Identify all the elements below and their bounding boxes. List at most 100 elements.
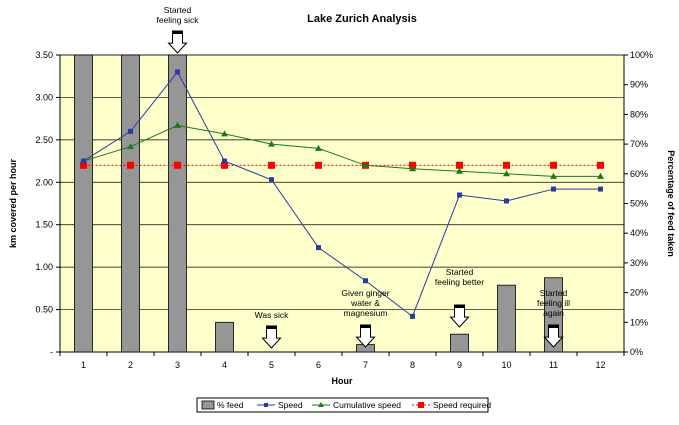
y-axis-label: km covered per hour (8, 158, 18, 248)
annotation-arrow-icon-cap (454, 305, 465, 308)
annotation-text: again (543, 308, 564, 318)
annotation-arrow-icon (167, 30, 188, 54)
y-tick-label: 2.00 (35, 177, 53, 187)
y-tick-label: 1.00 (35, 262, 53, 272)
x-tick-label: 4 (222, 360, 227, 370)
annotation-arrow-icon-shape (167, 30, 188, 54)
x-tick-label: 9 (457, 360, 462, 370)
x-tick-label: 12 (595, 360, 605, 370)
x-tick-label: 1 (81, 360, 86, 370)
legend-label: % feed (217, 400, 244, 410)
point-speed-required (268, 161, 275, 169)
point-speed-required (174, 161, 181, 169)
bar-feed (215, 321, 234, 353)
point-cumulative-speed (268, 140, 275, 147)
x-tick-label: 11 (549, 360, 558, 370)
annotation-arrow-icon-cap (172, 31, 183, 34)
bar-feed (168, 54, 187, 353)
point-speed-required (456, 161, 463, 169)
point-speed-required (550, 161, 557, 169)
point-speed (222, 158, 227, 164)
point-cumulative-speed (127, 143, 134, 150)
annotation-text: water & (350, 298, 380, 308)
y-tick-label: 1.50 (35, 220, 53, 230)
annotation-text: feeling sick (156, 15, 199, 25)
series-line-cumulative-speed (83, 124, 601, 177)
point-speed-required (597, 161, 604, 169)
point-cumulative-speed (597, 172, 604, 179)
plot-area (59, 54, 625, 353)
chart-title: Lake Zurich Analysis (307, 13, 417, 25)
point-speed-required (221, 161, 228, 169)
bar-feed (450, 333, 469, 353)
bar-feed (74, 54, 93, 353)
point-speed-required (503, 161, 510, 169)
annotation-text: Was sick (255, 310, 289, 320)
point-speed (81, 158, 86, 164)
y-tick-label: 3.50 (35, 50, 53, 60)
x-axis-label: Hour (332, 376, 353, 386)
y2-tick-label: 60% (630, 169, 648, 179)
x-tick-label: 2 (128, 360, 133, 370)
point-speed (175, 69, 180, 75)
point-cumulative-speed (550, 172, 557, 179)
point-speed (598, 186, 603, 192)
legend-label: Cumulative speed (333, 400, 401, 410)
x-tick-label: 10 (501, 360, 511, 370)
annotation-arrow-icon (261, 325, 282, 349)
point-cumulative-speed (174, 121, 181, 128)
annotation-text: feeling better (435, 277, 484, 287)
legend-marker (418, 402, 424, 408)
bar-feed (121, 54, 140, 353)
point-cumulative-speed (456, 167, 463, 174)
legend-label: Speed (278, 400, 303, 410)
y-tick-label: 0.50 (35, 305, 53, 315)
x-tick-label: 3 (175, 360, 180, 370)
y-tick-label: 2.50 (35, 135, 53, 145)
annotation-arrow-icon-cap (266, 326, 277, 329)
point-speed (457, 192, 462, 198)
legend-label: Speed required (433, 400, 491, 410)
x-tick-label: 6 (316, 360, 321, 370)
y2-tick-label: 100% (630, 50, 653, 60)
point-speed (269, 177, 274, 183)
annotation-text: Started (540, 288, 568, 298)
point-cumulative-speed (409, 165, 416, 172)
annotation-text: Started (446, 267, 474, 277)
y2-tick-label: 0% (630, 347, 643, 357)
point-speed (363, 278, 368, 284)
y2-tick-label: 50% (630, 199, 648, 209)
y2-tick-label: 30% (630, 258, 648, 268)
x-tick-label: 7 (363, 360, 368, 370)
point-cumulative-speed (221, 130, 228, 137)
annotation-arrow-icon (449, 304, 470, 328)
x-tick-label: 5 (269, 360, 274, 370)
annotation-text: feeling ill (537, 298, 570, 308)
y2-tick-label: 10% (630, 317, 648, 327)
point-speed-required (80, 161, 87, 169)
annotation-arrow-icon-cap (360, 325, 371, 328)
point-speed-required (315, 161, 322, 169)
legend-marker (318, 402, 324, 407)
y2-tick-label: 90% (630, 80, 648, 90)
legend-swatch-feed (201, 400, 215, 410)
point-speed-required (127, 161, 134, 169)
annotation-text: magnesium (344, 308, 388, 318)
point-cumulative-speed (315, 144, 322, 151)
annotation-arrow-icon (543, 324, 564, 348)
annotation-text: Given ginger (341, 288, 389, 298)
point-cumulative-speed (362, 161, 369, 168)
y-tick-label: - (50, 347, 53, 357)
annotation-arrow-icon-cap (548, 325, 559, 328)
legend-box (196, 397, 489, 413)
point-speed (504, 198, 509, 204)
annotation-arrow-icon (355, 324, 376, 348)
legend-marker (264, 403, 268, 407)
y2-tick-label: 40% (630, 228, 648, 238)
series-line-speed (83, 71, 601, 318)
annotation-text: Started (164, 5, 192, 15)
point-cumulative-speed (503, 170, 510, 177)
y2-tick-label: 70% (630, 139, 648, 149)
